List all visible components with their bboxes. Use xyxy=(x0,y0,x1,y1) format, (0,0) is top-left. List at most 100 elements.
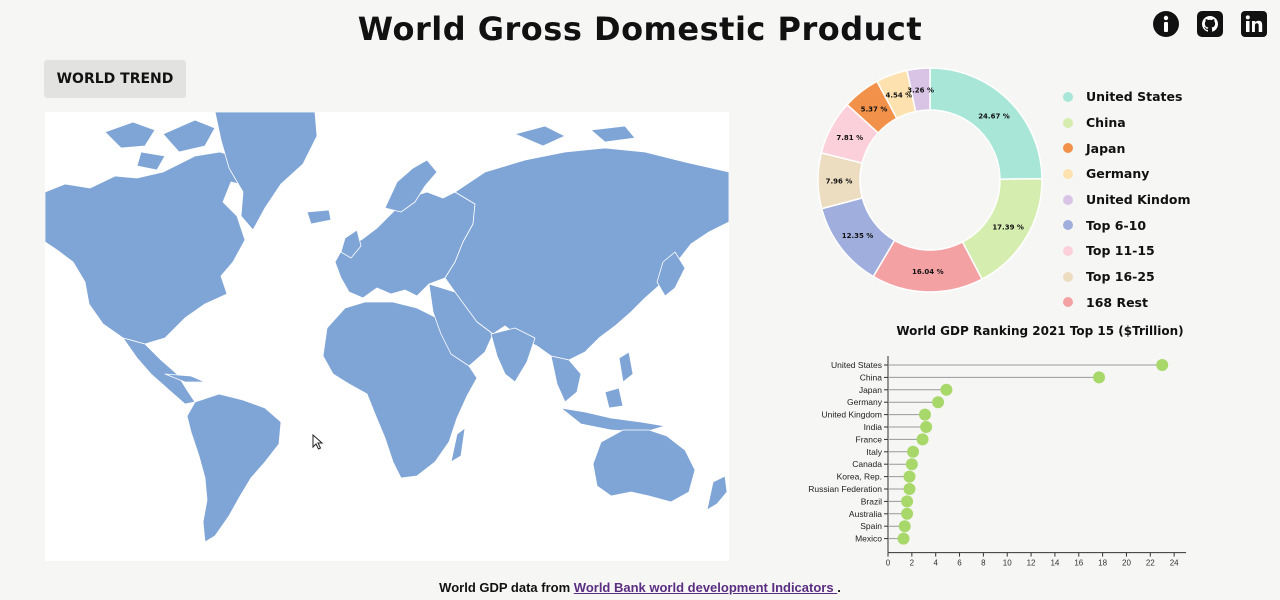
info-icon[interactable] xyxy=(1152,10,1180,38)
donut-legend: United States China Japan Germany United Kin… xyxy=(1063,84,1191,315)
footer: World GDP data from World Bank world dev… xyxy=(0,580,1280,595)
y-tick-label-united-kingdom: United Kingdom xyxy=(822,410,882,420)
legend-item-germany: Germany xyxy=(1063,161,1191,187)
new-zealand-shape xyxy=(706,475,728,511)
x-tick-label: 16 xyxy=(1074,559,1083,568)
lollipop-chart-title: World GDP Ranking 2021 Top 15 ($Trillion… xyxy=(896,324,1184,338)
lollipop-point-spain[interactable] xyxy=(898,520,911,533)
x-tick-label: 6 xyxy=(957,559,962,568)
se-asia-shape xyxy=(550,355,582,403)
x-tick-label: 24 xyxy=(1170,559,1179,568)
iceland-shape xyxy=(306,209,332,225)
legend-item-top-11-15: Top 11-15 xyxy=(1063,238,1191,264)
lollipop-point-france[interactable] xyxy=(916,433,929,446)
philippines-shape xyxy=(618,351,634,383)
legend-item-japan: Japan xyxy=(1063,135,1191,161)
page-title: World Gross Domestic Product xyxy=(357,10,923,48)
legend-item-china: China xyxy=(1063,110,1191,136)
world-bank-link[interactable]: World Bank world development Indicators xyxy=(573,580,838,595)
x-tick-label: 2 xyxy=(910,559,915,568)
australia-shape xyxy=(592,429,696,503)
uk-shape xyxy=(340,229,362,259)
github-icon[interactable] xyxy=(1196,10,1224,38)
donut-label-top-6-10: 12.35 % xyxy=(842,232,874,240)
donut-slice-united-kindom[interactable] xyxy=(906,67,931,113)
x-tick-label: 18 xyxy=(1098,559,1107,568)
legend-swatch xyxy=(1063,117,1073,128)
japan-shape xyxy=(656,251,686,297)
lollipop-point-canada[interactable] xyxy=(905,458,918,471)
legend-label: United States xyxy=(1086,89,1183,105)
legend-item-top-6-10: Top 6-10 xyxy=(1063,212,1191,238)
lollipop-point-mexico[interactable] xyxy=(897,532,910,545)
legend-swatch xyxy=(1063,297,1073,308)
legend-swatch xyxy=(1063,245,1073,256)
lollipop-point-china[interactable] xyxy=(1093,371,1106,384)
world-trend-button[interactable]: WORLD TREND xyxy=(44,60,186,98)
y-tick-label-germany: Germany xyxy=(847,397,883,407)
legend-swatch xyxy=(1063,220,1073,231)
legend-label: United Kindom xyxy=(1086,192,1191,208)
central-america-shape xyxy=(122,337,196,405)
lollipop-point-korea-rep-[interactable] xyxy=(903,470,916,483)
x-tick-label: 4 xyxy=(933,559,938,568)
legend-item-168-rest: 168 Rest xyxy=(1063,290,1191,316)
legend-label: Top 11-15 xyxy=(1086,243,1155,259)
y-tick-label-brazil: Brazil xyxy=(861,496,882,506)
mouse-cursor-icon xyxy=(312,434,324,450)
legend-item-united-kindom: United Kindom xyxy=(1063,187,1191,213)
gdp-share-donut-chart: 24.67 % 17.39 % 16.04 % 12.35 % 7.96 % 7.81 %… xyxy=(812,62,1048,298)
legend-item-top-16-25: Top 16-25 xyxy=(1063,264,1191,290)
lollipop-point-japan[interactable] xyxy=(940,383,953,396)
y-tick-label-russian-federation: Russian Federation xyxy=(808,484,882,494)
x-tick-label: 12 xyxy=(1027,559,1036,568)
world-map[interactable] xyxy=(44,111,730,561)
north-america-shape xyxy=(44,151,260,345)
y-tick-label-mexico: Mexico xyxy=(855,534,882,544)
lollipop-point-united-kingdom[interactable] xyxy=(918,408,931,421)
legend-swatch xyxy=(1063,91,1073,102)
y-tick-label-japan: Japan xyxy=(859,385,882,395)
lollipop-point-germany[interactable] xyxy=(932,396,945,409)
cuba-shape xyxy=(164,373,206,383)
x-tick-label: 0 xyxy=(886,559,891,568)
lollipop-point-brazil[interactable] xyxy=(901,495,914,508)
legend-label: Top 16-25 xyxy=(1086,269,1155,285)
linkedin-icon[interactable] xyxy=(1240,10,1268,38)
madagascar-shape xyxy=(450,427,466,463)
lollipop-point-italy[interactable] xyxy=(907,445,920,458)
donut-label-top-16-25: 7.96 % xyxy=(826,178,853,186)
donut-label-japan: 5.37 % xyxy=(861,105,888,113)
y-tick-label-spain: Spain xyxy=(860,521,882,531)
y-tick-label-united-states: United States xyxy=(831,360,882,370)
y-tick-label-korea-rep-: Korea, Rep. xyxy=(837,472,882,482)
greenland-shape xyxy=(214,111,318,231)
lollipop-point-united-states[interactable] xyxy=(1156,359,1169,371)
footer-suffix: . xyxy=(837,580,841,595)
donut-label-united-kindom: 3.26 % xyxy=(907,86,934,94)
legend-swatch xyxy=(1063,194,1073,205)
footer-prefix: World GDP data from xyxy=(439,580,571,595)
asia-shape xyxy=(444,147,730,361)
legend-swatch xyxy=(1063,143,1073,154)
lollipop-point-india[interactable] xyxy=(920,421,933,433)
lollipop-point-russian-federation[interactable] xyxy=(903,483,916,495)
scandinavia-shape xyxy=(384,159,438,213)
donut-slice-united-states[interactable] xyxy=(929,67,1043,180)
header-icons xyxy=(1152,10,1268,38)
x-tick-label: 22 xyxy=(1146,559,1155,568)
x-tick-label: 14 xyxy=(1050,559,1059,568)
legend-label: China xyxy=(1086,115,1126,131)
lollipop-point-australia[interactable] xyxy=(901,507,914,520)
donut-label-168-rest: 16.04 % xyxy=(912,268,944,276)
legend-label: Japan xyxy=(1086,140,1126,156)
legend-item-united-states: United States xyxy=(1063,84,1191,110)
y-tick-label-china: China xyxy=(860,372,882,382)
legend-swatch xyxy=(1063,168,1073,179)
middle-east-shape xyxy=(428,283,494,367)
y-tick-label-australia: Australia xyxy=(849,509,882,519)
y-tick-label-italy: Italy xyxy=(866,447,882,457)
indonesia-shape xyxy=(560,387,666,433)
x-tick-label: 8 xyxy=(981,559,986,568)
